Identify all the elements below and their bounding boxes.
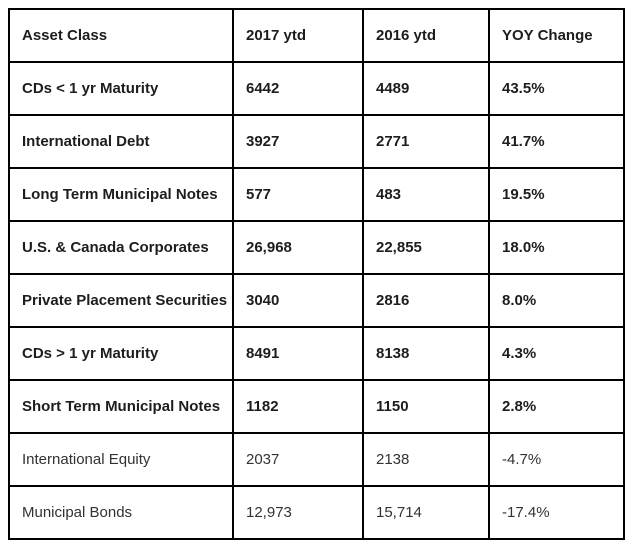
cell-yoy-change: 43.5% — [488, 61, 625, 116]
cell-asset-class: International Equity — [8, 432, 234, 487]
cell-2016-ytd: 2816 — [362, 273, 490, 328]
table-row: International Equity 2037 2138 -4.7% — [8, 432, 625, 487]
cell-yoy-change: -4.7% — [488, 432, 625, 487]
cell-2016-ytd: 1150 — [362, 379, 490, 434]
cell-2017-ytd: 1182 — [232, 379, 364, 434]
cell-asset-class: International Debt — [8, 114, 234, 169]
table-header-row: Asset Class 2017 ytd 2016 ytd YOY Change — [8, 8, 625, 63]
cell-yoy-change: 8.0% — [488, 273, 625, 328]
table-row: Short Term Municipal Notes 1182 1150 2.8… — [8, 379, 625, 434]
cell-2016-ytd: 8138 — [362, 326, 490, 381]
cell-yoy-change: -17.4% — [488, 485, 625, 540]
table-row: CDs < 1 yr Maturity 6442 4489 43.5% — [8, 61, 625, 116]
cell-yoy-change: 41.7% — [488, 114, 625, 169]
cell-asset-class: CDs > 1 yr Maturity — [8, 326, 234, 381]
cell-asset-class: Private Placement Securities — [8, 273, 234, 328]
table-header: Asset Class 2017 ytd 2016 ytd YOY Change — [8, 8, 625, 63]
cell-2016-ytd: 22,855 — [362, 220, 490, 275]
cell-2016-ytd: 2771 — [362, 114, 490, 169]
cell-2016-ytd: 4489 — [362, 61, 490, 116]
cell-asset-class: Short Term Municipal Notes — [8, 379, 234, 434]
header-yoy-change: YOY Change — [488, 8, 625, 63]
cell-asset-class: Long Term Municipal Notes — [8, 167, 234, 222]
cell-yoy-change: 19.5% — [488, 167, 625, 222]
cell-2017-ytd: 2037 — [232, 432, 364, 487]
cell-2017-ytd: 26,968 — [232, 220, 364, 275]
cell-yoy-change: 4.3% — [488, 326, 625, 381]
asset-performance-table-container: Asset Class 2017 ytd 2016 ytd YOY Change… — [8, 8, 625, 540]
cell-2016-ytd: 15,714 — [362, 485, 490, 540]
table-body: CDs < 1 yr Maturity 6442 4489 43.5% Inte… — [8, 61, 625, 540]
header-2016-ytd: 2016 ytd — [362, 8, 490, 63]
cell-yoy-change: 2.8% — [488, 379, 625, 434]
cell-2017-ytd: 3040 — [232, 273, 364, 328]
cell-2017-ytd: 6442 — [232, 61, 364, 116]
cell-2017-ytd: 577 — [232, 167, 364, 222]
cell-asset-class: CDs < 1 yr Maturity — [8, 61, 234, 116]
table-row: Private Placement Securities 3040 2816 8… — [8, 273, 625, 328]
table-row: CDs > 1 yr Maturity 8491 8138 4.3% — [8, 326, 625, 381]
cell-2017-ytd: 8491 — [232, 326, 364, 381]
cell-2016-ytd: 483 — [362, 167, 490, 222]
table-row: Municipal Bonds 12,973 15,714 -17.4% — [8, 485, 625, 540]
cell-2016-ytd: 2138 — [362, 432, 490, 487]
cell-2017-ytd: 12,973 — [232, 485, 364, 540]
header-2017-ytd: 2017 ytd — [232, 8, 364, 63]
header-asset-class: Asset Class — [8, 8, 234, 63]
cell-asset-class: Municipal Bonds — [8, 485, 234, 540]
table-row: International Debt 3927 2771 41.7% — [8, 114, 625, 169]
table-row: Long Term Municipal Notes 577 483 19.5% — [8, 167, 625, 222]
table-row: U.S. & Canada Corporates 26,968 22,855 1… — [8, 220, 625, 275]
cell-yoy-change: 18.0% — [488, 220, 625, 275]
cell-asset-class: U.S. & Canada Corporates — [8, 220, 234, 275]
cell-2017-ytd: 3927 — [232, 114, 364, 169]
asset-performance-table: Asset Class 2017 ytd 2016 ytd YOY Change… — [8, 8, 625, 540]
